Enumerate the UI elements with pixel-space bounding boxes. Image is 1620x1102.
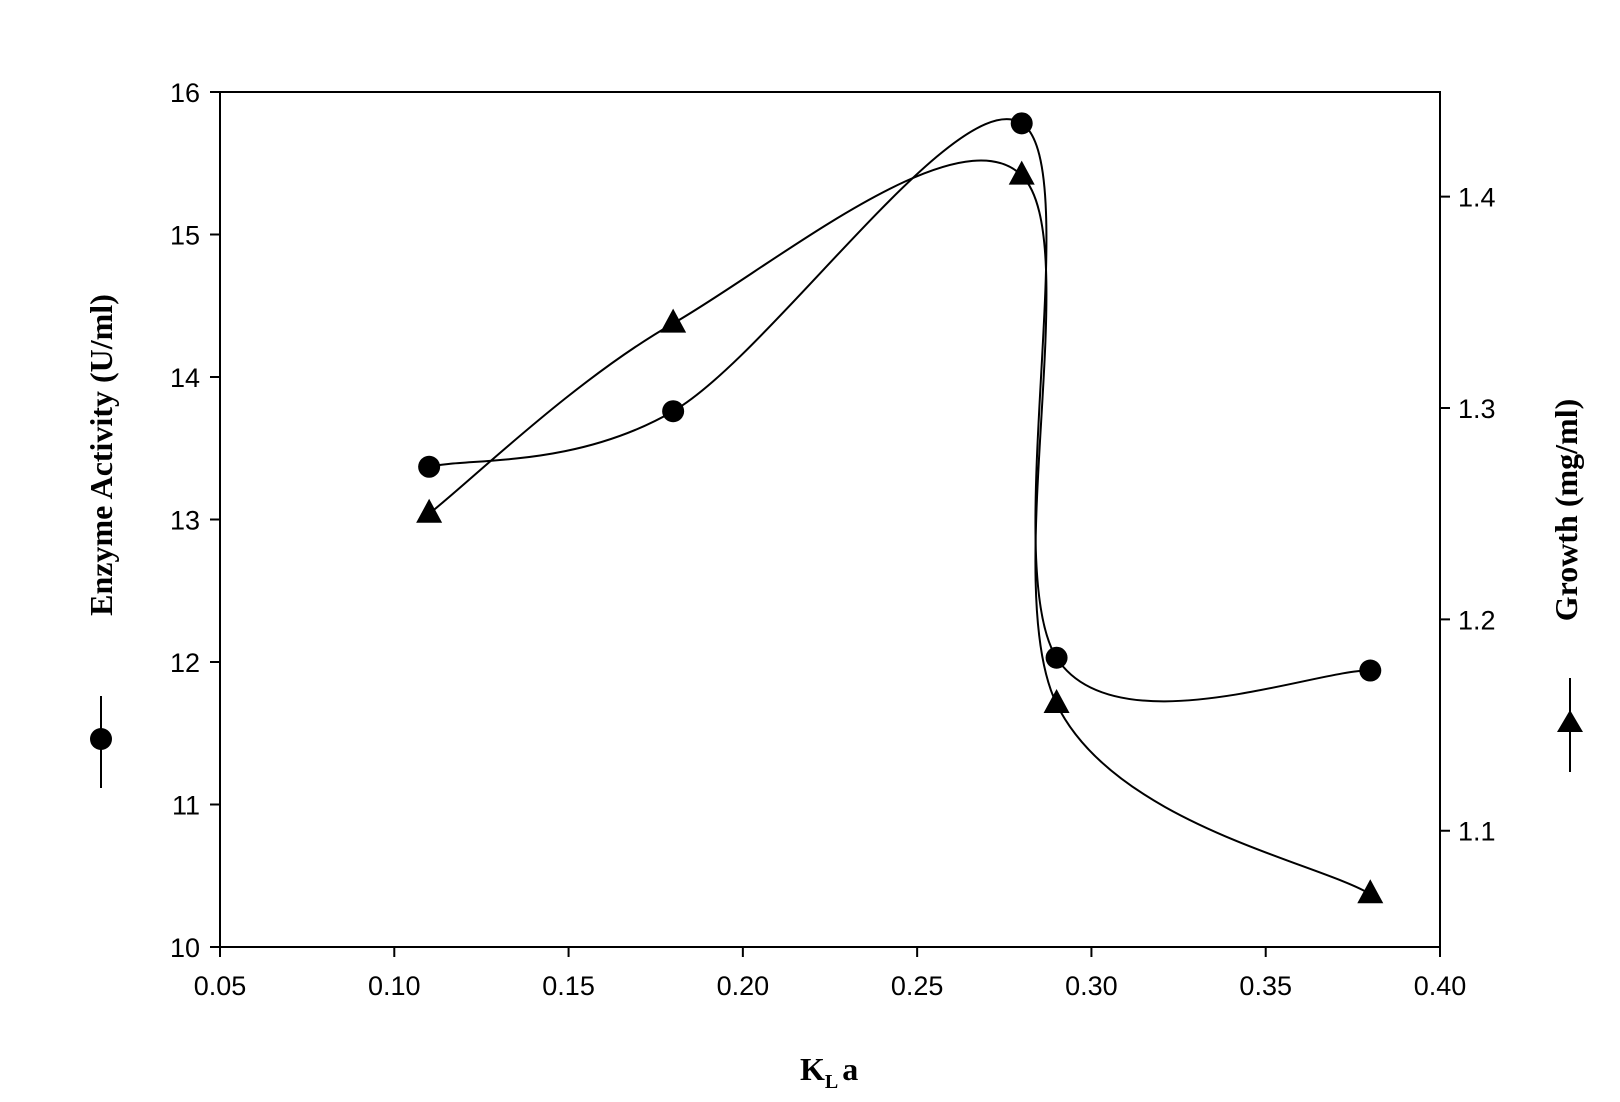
left-y-tick-label: 16 <box>170 78 200 108</box>
right-y-tick-label: 1.1 <box>1458 817 1496 847</box>
left-y-axis: 10 11 12 13 14 15 16 <box>170 78 220 963</box>
enzyme-activity-point <box>1045 646 1068 669</box>
enzyme-activity-point <box>1010 112 1033 135</box>
growth-point <box>1008 160 1035 185</box>
right-y-tick-label: 1.3 <box>1458 394 1496 424</box>
x-tick-label: 0.10 <box>368 971 421 1001</box>
right-legend-key <box>1557 678 1583 772</box>
right-y-tick-label: 1.2 <box>1458 605 1496 635</box>
series-curves <box>428 118 1371 896</box>
right-y-axis: 1.1 1.2 1.3 1.4 <box>1440 183 1496 847</box>
x-tick-label: 0.40 <box>1414 971 1467 1001</box>
enzyme-activity-point <box>1359 659 1382 682</box>
enzyme-activity-point <box>662 400 685 423</box>
enzyme-activity-point <box>418 455 441 478</box>
x-axis-title: KL a <box>800 1051 858 1093</box>
left-y-tick-label: 15 <box>170 221 200 251</box>
right-y-axis-title: Growth (mg/ml) <box>1548 399 1584 621</box>
growth-point <box>660 308 687 333</box>
x-tick-label: 0.35 <box>1239 971 1292 1001</box>
left-y-tick-label: 13 <box>170 506 200 536</box>
x-axis: 0.05 0.10 0.15 0.20 0.25 0.30 0.35 0.40 <box>194 947 1467 1001</box>
x-tick-label: 0.30 <box>1065 971 1118 1001</box>
right-y-tick-label: 1.4 <box>1458 183 1496 213</box>
growth-point <box>1357 879 1384 904</box>
left-y-axis-title: Enzyme Activity (U/ml) <box>83 294 119 616</box>
x-tick-label: 0.20 <box>717 971 770 1001</box>
left-legend-key <box>90 696 112 788</box>
x-tick-label: 0.15 <box>542 971 595 1001</box>
series-markers <box>416 112 1384 904</box>
left-y-tick-label: 12 <box>170 648 200 678</box>
left-y-tick-label: 10 <box>170 933 200 963</box>
left-y-tick-label: 14 <box>170 363 200 393</box>
growth-curve <box>428 159 1371 896</box>
enzyme-activity-curve <box>428 118 1371 703</box>
left-y-tick-label: 11 <box>172 791 200 821</box>
x-tick-label: 0.05 <box>194 971 247 1001</box>
growth-point <box>416 498 443 523</box>
x-tick-label: 0.25 <box>891 971 944 1001</box>
plot-frame <box>219 91 1441 948</box>
growth-point <box>1043 689 1070 714</box>
